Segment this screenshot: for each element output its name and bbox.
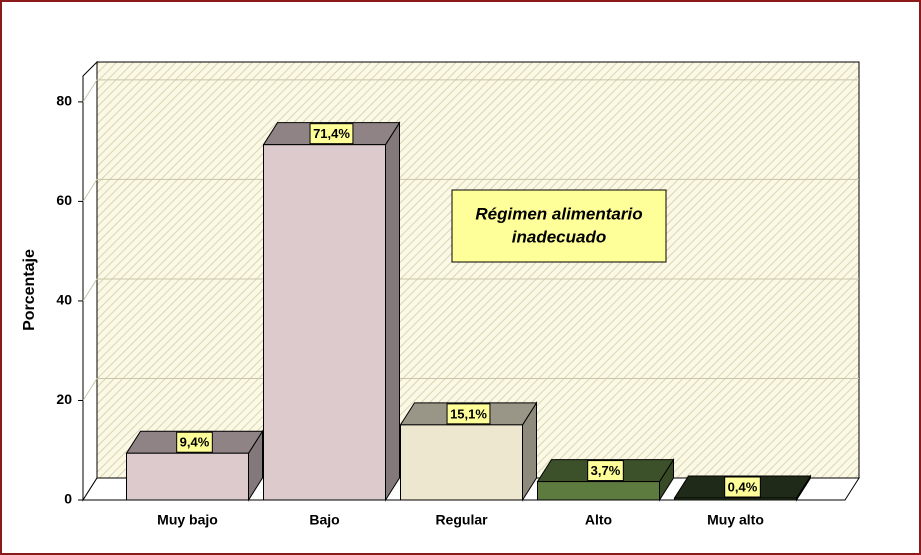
- value-label: 9,4%: [180, 435, 210, 450]
- grid-line: [82, 378, 98, 401]
- x-tick-label: Muy alto: [707, 512, 764, 528]
- annotation-box: [451, 189, 667, 263]
- side-wall: [82, 60, 98, 502]
- value-label: 71,4%: [313, 126, 350, 141]
- annotation-line: inadecuado: [512, 227, 606, 246]
- grid-line: [82, 79, 98, 103]
- value-label-box: [724, 476, 761, 498]
- y-axis-label: Porcentaje: [21, 249, 38, 331]
- bar: [400, 424, 523, 501]
- value-label-box: [587, 460, 624, 482]
- y-tick-label: 80: [56, 93, 72, 109]
- x-tick-label: Regular: [435, 512, 488, 528]
- annotation-line: Régimen alimentario: [475, 204, 642, 223]
- bar: [126, 452, 249, 501]
- bar: [537, 481, 660, 501]
- grid-line: [82, 278, 98, 302]
- x-tick-label: Muy bajo: [157, 512, 218, 528]
- y-tick-label: 0: [64, 491, 72, 507]
- value-label-box: [446, 403, 491, 425]
- value-label-box: [176, 431, 213, 453]
- y-tick-label: 60: [56, 192, 72, 208]
- x-tick-label: Alto: [585, 512, 612, 528]
- x-tick-label: Bajo: [309, 512, 339, 528]
- y-tick-label: 20: [56, 391, 72, 407]
- y-tick-label: 40: [56, 292, 72, 308]
- bar-side: [385, 120, 400, 502]
- grid-line: [82, 179, 98, 202]
- value-label: 15,1%: [450, 406, 487, 421]
- bar: [674, 497, 797, 501]
- value-label: 3,7%: [591, 463, 621, 478]
- value-label-box: [309, 123, 354, 145]
- value-label: 0,4%: [728, 479, 758, 494]
- bar: [263, 144, 386, 501]
